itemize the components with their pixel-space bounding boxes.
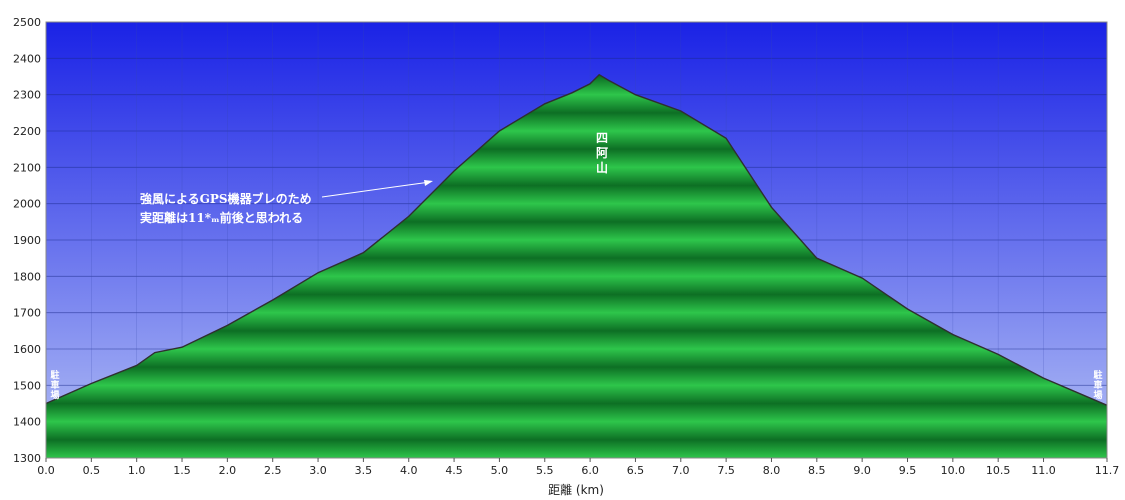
gps-note-arrowhead bbox=[424, 180, 433, 186]
y-tick-label: 1300 bbox=[13, 452, 41, 465]
vertical-char: 四 bbox=[596, 131, 608, 145]
x-tick-label: 3.5 bbox=[355, 464, 373, 477]
x-tick-label: 6.5 bbox=[627, 464, 645, 477]
vertical-char: 車 bbox=[50, 379, 59, 391]
x-tick-label: 10.5 bbox=[986, 464, 1011, 477]
x-tick-label: 8.0 bbox=[763, 464, 781, 477]
x-tick-label: 7.5 bbox=[717, 464, 735, 477]
vertical-char: 駐 bbox=[1093, 369, 1102, 381]
x-tick-label: 10.0 bbox=[941, 464, 966, 477]
parking-label-right: 駐車場 bbox=[1093, 369, 1102, 401]
x-tick-label: 11.0 bbox=[1031, 464, 1056, 477]
x-tick-label: 1.5 bbox=[173, 464, 191, 477]
y-tick-label: 1500 bbox=[13, 379, 41, 392]
x-tick-label: 11.7 bbox=[1095, 464, 1120, 477]
y-tick-label: 1700 bbox=[13, 307, 41, 320]
x-tick-label: 8.5 bbox=[808, 464, 826, 477]
vertical-char: 車 bbox=[1093, 379, 1102, 391]
plot-frame bbox=[45, 21, 1108, 459]
x-tick-label: 5.0 bbox=[491, 464, 509, 477]
y-axis-ticks: 1300 1400 1500 1600 1700 1800 1900 2000 2100 2200… bbox=[13, 16, 41, 465]
x-tick-label: 6.0 bbox=[581, 464, 599, 477]
summit-label: 四阿山 bbox=[596, 131, 608, 175]
y-tick-label: 1900 bbox=[13, 234, 41, 247]
y-tick-label: 1800 bbox=[13, 270, 41, 283]
x-axis-ticks: 0.0 0.5 1.0 1.5 2.0 2.5 3.0 3.5 4.0 4.5 5.0 5.5 6.0 6… bbox=[37, 458, 1119, 477]
y-tick-label: 1400 bbox=[13, 416, 41, 429]
vertical-char: 場 bbox=[1093, 389, 1102, 401]
x-tick-label: 9.5 bbox=[899, 464, 917, 477]
gps-note-arrow bbox=[321, 181, 431, 198]
x-tick-label: 1.0 bbox=[128, 464, 146, 477]
x-tick-label: 7.0 bbox=[672, 464, 690, 477]
vertical-char: 阿 bbox=[596, 146, 608, 160]
gps-note-line-2: 実距離は11*ₘ前後と思われる bbox=[140, 210, 303, 225]
x-tick-label: 3.0 bbox=[309, 464, 327, 477]
x-tick-label: 5.5 bbox=[536, 464, 554, 477]
y-tick-label: 1600 bbox=[13, 343, 41, 356]
vertical-char: 山 bbox=[596, 160, 608, 175]
x-tick-label: 4.0 bbox=[400, 464, 418, 477]
x-axis-title: 距離 (km) bbox=[548, 483, 604, 497]
y-tick-label: 2200 bbox=[13, 125, 41, 138]
elevation-area bbox=[46, 74, 1107, 458]
x-tick-label: 9.0 bbox=[853, 464, 871, 477]
y-tick-label: 2000 bbox=[13, 198, 41, 211]
elevation-line bbox=[46, 73, 1107, 406]
y-tick-label: 2100 bbox=[13, 161, 41, 174]
y-tick-label: 2500 bbox=[13, 16, 41, 29]
vertical-char: 駐 bbox=[50, 369, 59, 381]
y-tick-label: 2300 bbox=[13, 89, 41, 102]
x-tick-label: 2.5 bbox=[264, 464, 282, 477]
y-tick-label: 2400 bbox=[13, 52, 41, 65]
gps-note-line-1: 強風によるGPS機器ブレのため bbox=[140, 191, 312, 206]
x-tick-label: 0.5 bbox=[83, 464, 101, 477]
x-tick-label: 4.5 bbox=[445, 464, 463, 477]
parking-label-left: 駐車場 bbox=[50, 369, 59, 401]
x-tick-label: 2.0 bbox=[219, 464, 237, 477]
vertical-char: 場 bbox=[50, 389, 59, 401]
x-tick-label: 0.0 bbox=[37, 464, 55, 477]
